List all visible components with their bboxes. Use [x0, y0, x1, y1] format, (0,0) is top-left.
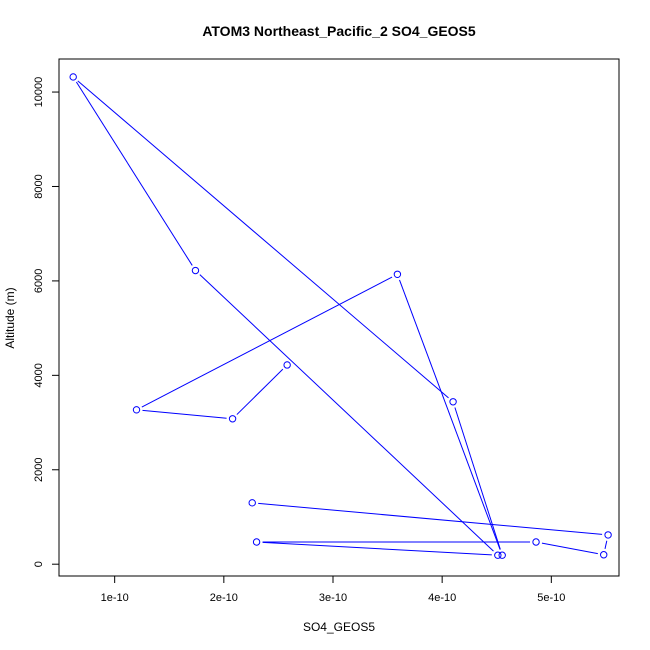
data-point	[132, 406, 141, 414]
x-axis-label: SO4_GEOS5	[303, 620, 375, 634]
data-point	[532, 538, 540, 546]
series-line-segment	[141, 276, 393, 408]
data-point	[228, 415, 237, 423]
x-tick-label: 1e-10	[101, 592, 129, 604]
x-tick-label: 5e-10	[537, 592, 565, 604]
y-tick-label: 4000	[33, 363, 45, 387]
series-line-segment	[258, 502, 603, 535]
data-point	[498, 551, 506, 559]
y-tick-label: 10000	[33, 77, 45, 108]
series-line-segment	[399, 279, 501, 550]
series-line-segment	[75, 81, 193, 266]
data-point	[69, 73, 77, 81]
data-point	[248, 499, 256, 507]
data-point	[494, 551, 502, 559]
series-line-segment	[454, 407, 501, 550]
series-line-segment	[142, 409, 227, 419]
x-tick-label: 3e-10	[319, 592, 347, 604]
y-axis: 0 2000 4000 6000 8000 10000	[33, 77, 60, 567]
y-tick-label: 2000	[33, 458, 45, 482]
chart-title: ATOM3 Northeast_Pacific_2 SO4_GEOS5	[202, 23, 476, 39]
x-tick-label: 2e-10	[210, 592, 238, 604]
series-line-segment	[262, 541, 492, 556]
series-line-segment	[541, 542, 598, 555]
series-line-segment	[604, 540, 608, 550]
data-point	[449, 398, 457, 406]
y-axis-label: Altitude (m)	[3, 287, 17, 348]
data-point	[252, 538, 261, 546]
series-line-segment	[77, 80, 449, 399]
y-tick-label: 6000	[33, 269, 45, 293]
x-tick-label: 4e-10	[428, 592, 456, 604]
data-series	[69, 73, 612, 559]
y-tick-label: 8000	[33, 174, 45, 198]
data-point	[283, 361, 291, 369]
y-tick-label: 0	[33, 561, 45, 567]
data-point	[191, 266, 200, 275]
series-line-segment	[236, 368, 284, 415]
data-point	[604, 531, 612, 539]
data-point	[393, 270, 402, 278]
x-axis: 1e-10 2e-10 3e-10 4e-10 5e-10	[101, 575, 565, 604]
data-point	[600, 551, 608, 559]
series-line-segment	[199, 274, 494, 552]
